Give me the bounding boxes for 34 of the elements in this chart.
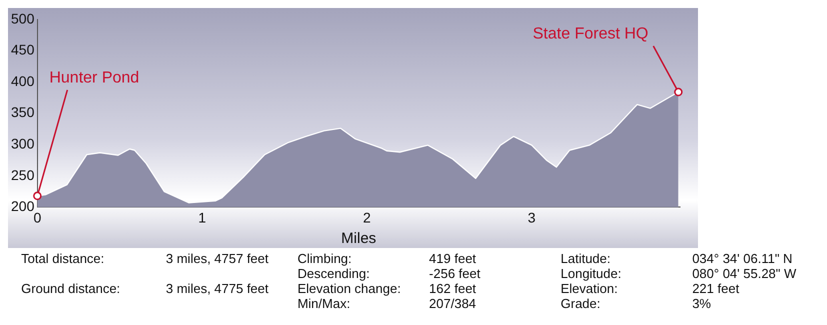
annotation: Hunter Pond [49, 69, 140, 86]
text: Climbing: [297, 251, 352, 266]
x-tick-label: 2 [363, 209, 372, 226]
text: 221 feet [692, 281, 740, 296]
text: -256 feet [429, 266, 480, 281]
text: 3% [692, 296, 711, 311]
y-tick-label: 300 [11, 135, 35, 152]
text: Latitude: [560, 251, 610, 266]
text: 3 miles, 4757 feet [166, 251, 269, 266]
y-tick-label: 400 [11, 72, 35, 89]
text: Longitude: [560, 266, 622, 281]
text: 080° 04' 55.28" W [692, 266, 796, 281]
text: 419 feet [429, 251, 476, 266]
text: Grade: [560, 296, 600, 311]
text: 034° 34' 06.11" N [692, 251, 792, 266]
y-tick-label: 250 [11, 166, 35, 183]
y-tick-label: 350 [11, 104, 35, 120]
x-tick-label: 1 [198, 209, 206, 226]
text: 207/384 [429, 296, 476, 311]
x-tick-label: 0 [33, 209, 42, 226]
y-tick-label: 450 [11, 42, 35, 58]
y-tick-label: 500 [11, 10, 35, 26]
text: Min/Max: [297, 296, 350, 311]
y-tick-label: 200 [11, 198, 35, 214]
text: Elevation: [560, 281, 618, 296]
text: 3 miles, 4775 feet [166, 281, 269, 296]
x-axis-title: Miles [341, 230, 376, 248]
text: 162 feet [429, 281, 476, 296]
x-tick-label: 3 [528, 209, 536, 226]
text: Descending: [297, 266, 370, 281]
text: Elevation change: [297, 281, 401, 296]
annotation: State Forest HQ [532, 25, 648, 42]
text: Total distance: [21, 251, 104, 266]
text: Ground distance: [21, 281, 120, 296]
